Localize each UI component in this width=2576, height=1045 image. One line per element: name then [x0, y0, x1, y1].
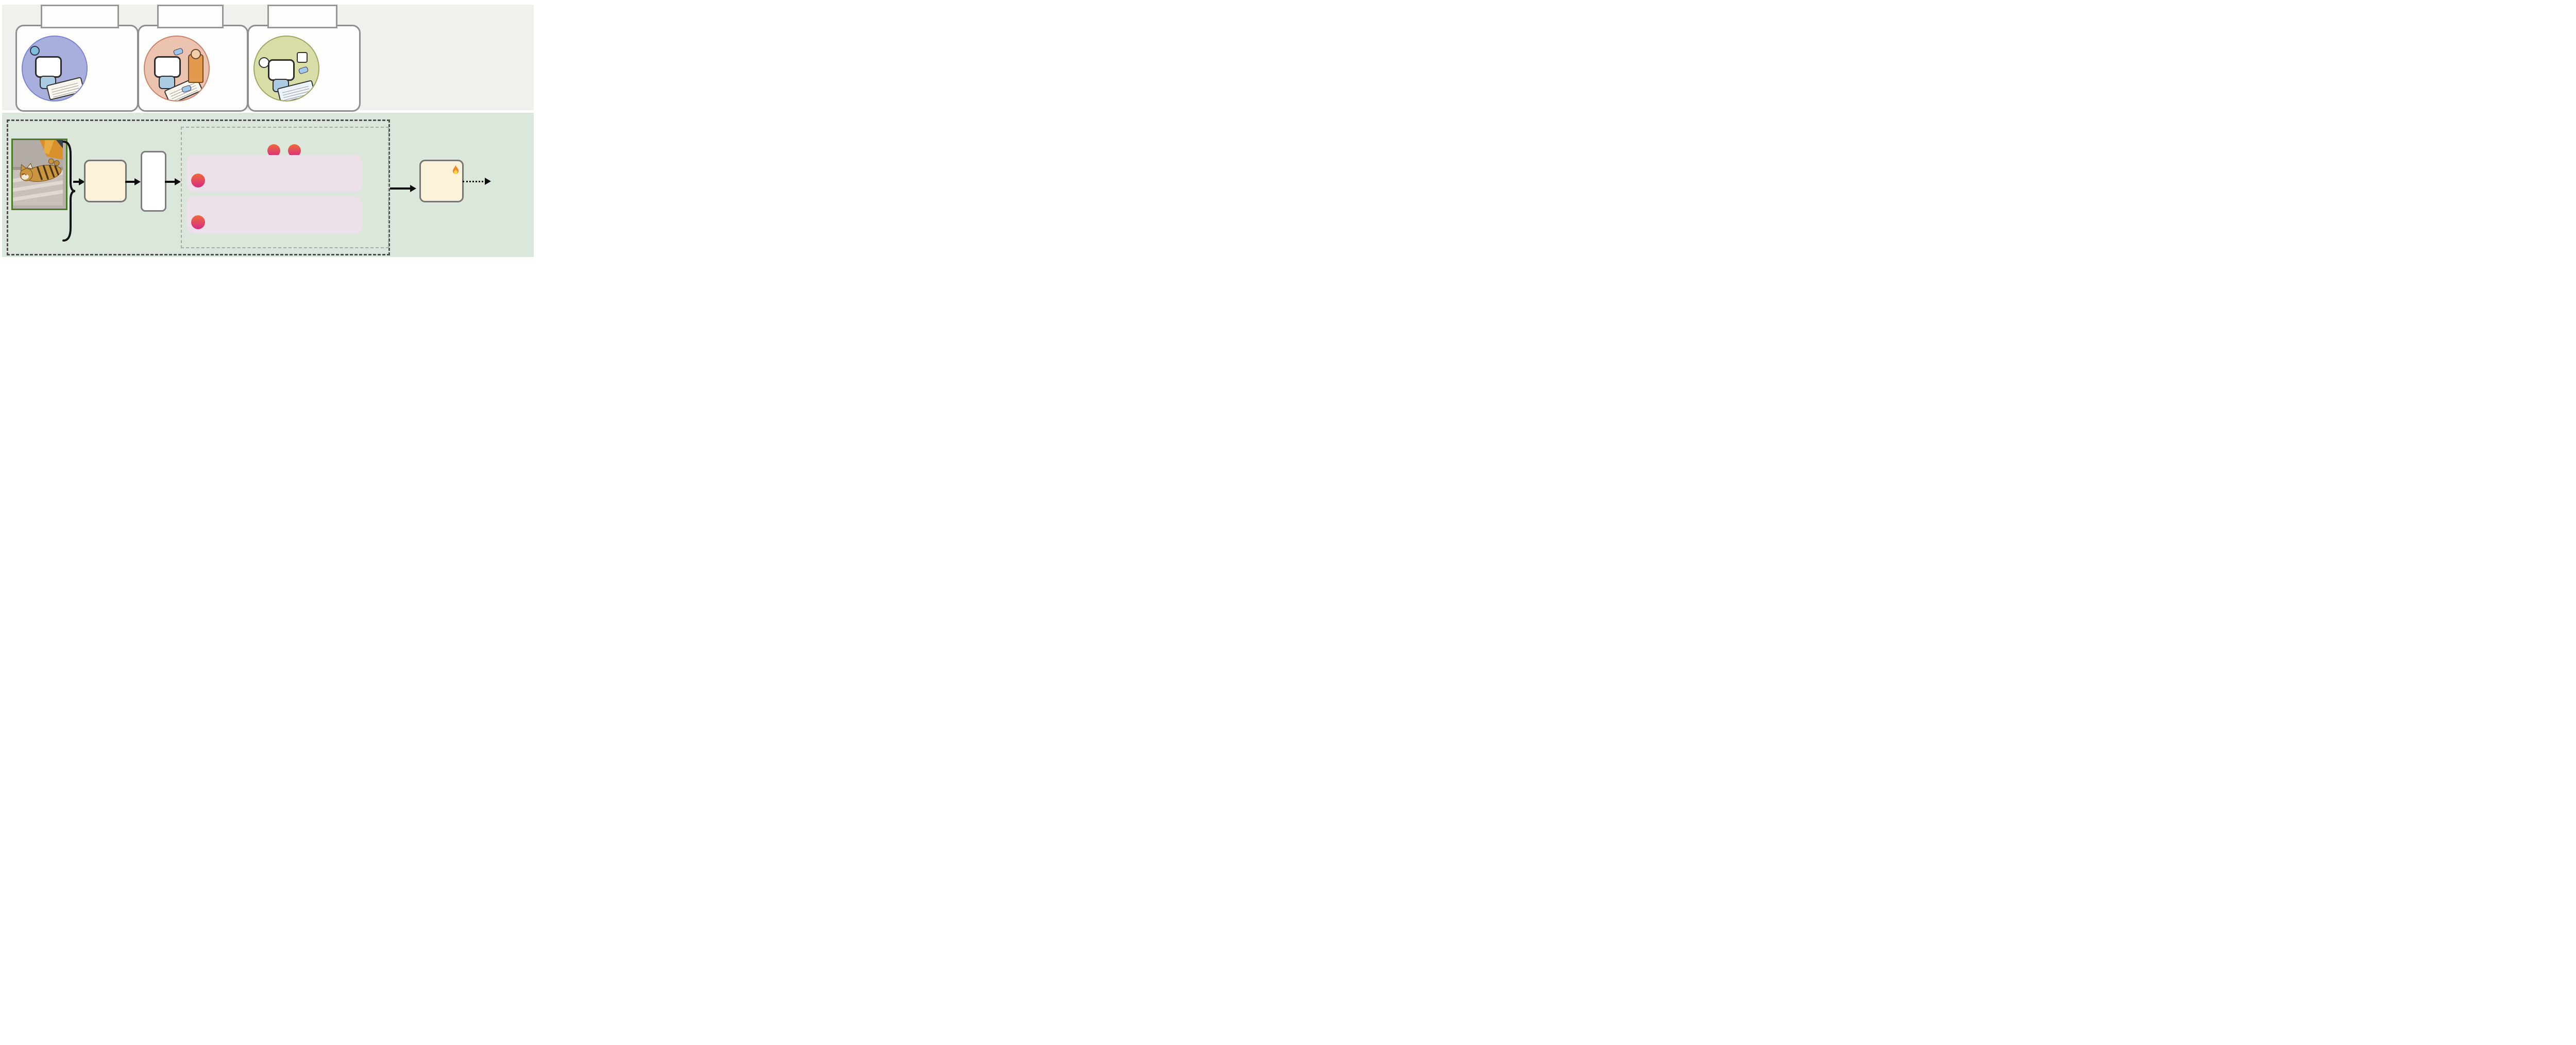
- figure-page: [0, 0, 952, 261]
- badge-1-icon: [267, 144, 280, 157]
- stage-title-ttrv: [267, 5, 337, 28]
- stage-title-sft-rl: [157, 5, 224, 28]
- answer-bubble: [297, 52, 308, 63]
- sft-rl-illustration: [144, 36, 210, 101]
- reward-dashed-box: [181, 127, 389, 248]
- card-sft-rl: [138, 25, 248, 112]
- ttrv-illustration: [253, 36, 319, 101]
- badge-2-icon: [191, 215, 205, 229]
- card-ttrv: [247, 25, 361, 112]
- arrow-input-to-vlm: [73, 181, 80, 183]
- training-chart: [0, 0, 952, 261]
- arrow-rl-training: [390, 187, 412, 190]
- arrow-predictions-to-reward: [165, 181, 176, 183]
- curly-brace: [61, 140, 76, 242]
- arrow-output-dotted: [463, 178, 491, 185]
- fire-icon: [451, 163, 460, 179]
- cat-photo: [6, 139, 71, 210]
- badge-1-icon: [191, 174, 205, 187]
- final-reward-formula: [186, 144, 382, 157]
- diversity-reward-box: [187, 197, 362, 234]
- robot-ai-head: [268, 59, 295, 81]
- badge-2-icon: [287, 144, 301, 157]
- frequency-reward-box: [187, 155, 362, 192]
- robot-ai-head: [154, 56, 181, 78]
- pretraining-illustration: [22, 36, 88, 101]
- globe-icon: [30, 46, 40, 56]
- robot-ai-head: [35, 56, 62, 78]
- card-pretraining: [15, 25, 139, 112]
- stage-title-pretraining: [41, 5, 119, 28]
- pipeline-dashed-box: [7, 119, 390, 255]
- arrow-vlm-to-predictions: [125, 181, 136, 183]
- person-figure: [188, 49, 204, 83]
